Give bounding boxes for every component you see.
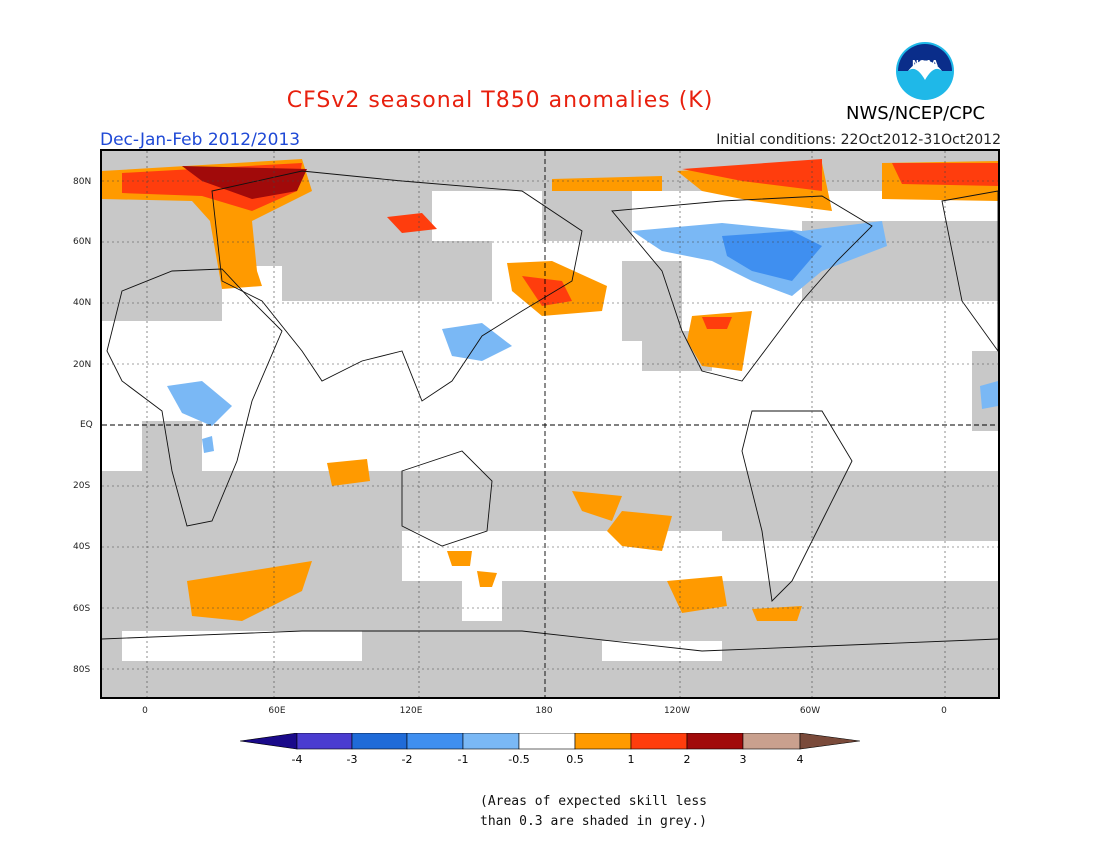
legend-swatch <box>686 733 744 750</box>
legend-label: -3 <box>346 753 358 766</box>
lon-label: 0 <box>142 706 148 716</box>
legend-swatch <box>518 733 576 750</box>
legend-swatch <box>462 733 520 750</box>
positive-anomalies <box>102 159 998 621</box>
legend-swatch <box>799 733 860 750</box>
lon-label: 180 <box>535 706 553 716</box>
lat-label: 60N <box>73 237 92 247</box>
skill-mask <box>102 151 998 697</box>
lat-label: 20N <box>73 360 92 370</box>
lon-label: 120W <box>663 706 691 716</box>
legend-swatch <box>296 733 353 750</box>
legend-swatch <box>630 733 688 750</box>
legend-swatch <box>742 733 801 750</box>
lon-label: 0 <box>941 706 947 716</box>
season-label: Dec-Jan-Feb 2012/2013 <box>100 130 301 150</box>
equator-and-dateline <box>102 151 998 697</box>
note-line: (Areas of expected skill less <box>480 794 707 809</box>
initial-conditions-label: Initial conditions: 22Oct2012-31Oct2012 <box>716 132 1001 148</box>
legend-label: -4 <box>291 753 303 766</box>
logo-text: NOAA <box>912 59 938 68</box>
skill-mask-gaps <box>122 561 722 661</box>
lat-label: 80S <box>73 665 91 675</box>
lat-label: 80N <box>73 177 92 187</box>
map-title: CFSv2 seasonal T850 anomalies (K) <box>286 88 714 113</box>
organization-label: NWS/NCEP/CPC <box>846 103 986 124</box>
lon-label: 120E <box>399 706 423 716</box>
map-canvas <box>102 151 998 697</box>
lon-label: 60W <box>799 706 821 716</box>
noaa-logo: NOAA <box>894 40 956 106</box>
legend-swatch <box>351 733 408 750</box>
legend-label: 2 <box>683 753 691 766</box>
legend-swatch <box>574 733 632 750</box>
legend-label: 3 <box>739 753 747 766</box>
legend-swatch <box>406 733 464 750</box>
lat-label: 40N <box>73 298 92 308</box>
lat-label: 40S <box>73 542 91 552</box>
lon-label: 60E <box>268 706 286 716</box>
anomaly-map <box>100 149 1000 699</box>
legend-label: -0.5 <box>508 753 530 766</box>
legend-label: 4 <box>796 753 804 766</box>
lat-label: 20S <box>73 481 91 491</box>
lat-label: 60S <box>73 604 91 614</box>
legend-swatch <box>240 733 298 750</box>
legend-label: -1 <box>457 753 469 766</box>
color-legend <box>240 733 860 750</box>
note-line: than 0.3 are shaded in grey.) <box>480 814 707 829</box>
legend-label: -2 <box>401 753 413 766</box>
graticule <box>102 151 998 697</box>
negative-anomalies <box>167 221 998 453</box>
legend-label: 0.5 <box>566 753 584 766</box>
skill-note: (Areas of expected skill less than 0.3 a… <box>480 792 707 832</box>
coastlines <box>102 170 998 652</box>
legend-label: 1 <box>627 753 635 766</box>
lat-label: EQ <box>80 420 93 430</box>
